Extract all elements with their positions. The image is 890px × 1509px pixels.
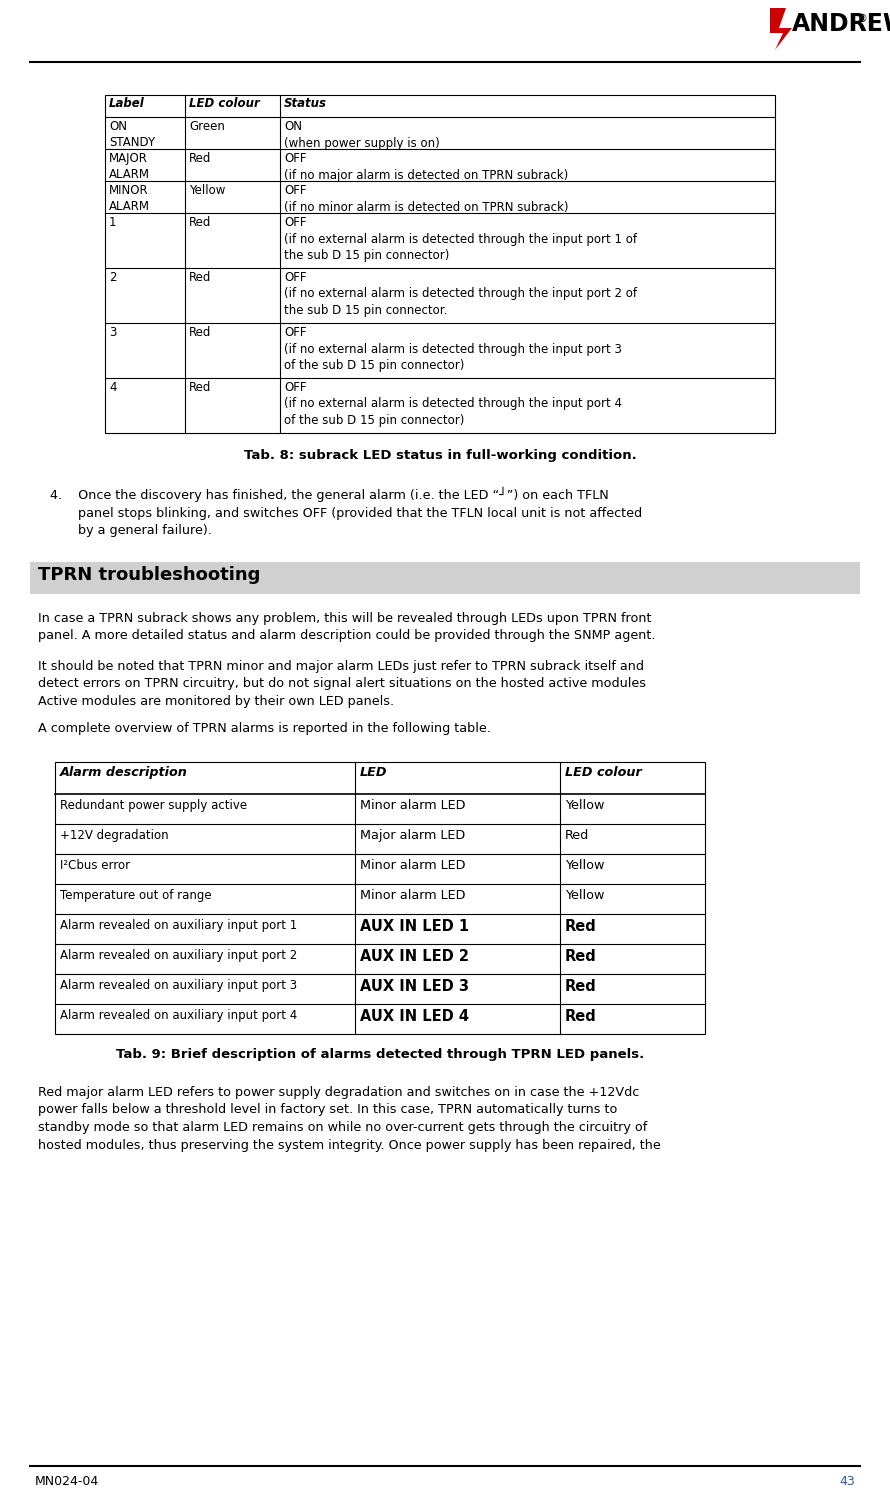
Text: Alarm description: Alarm description xyxy=(60,767,188,779)
Bar xyxy=(105,95,775,433)
Text: Temperature out of range: Temperature out of range xyxy=(60,889,212,902)
Text: 3: 3 xyxy=(109,326,117,340)
Text: It should be noted that TPRN minor and major alarm LEDs just refer to TPRN subra: It should be noted that TPRN minor and m… xyxy=(38,659,646,708)
Polygon shape xyxy=(770,8,792,50)
Text: A complete overview of TPRN alarms is reported in the following table.: A complete overview of TPRN alarms is re… xyxy=(38,721,491,735)
Text: LED colour: LED colour xyxy=(189,97,260,110)
Text: LED: LED xyxy=(360,767,387,779)
Text: Red: Red xyxy=(189,152,212,164)
Text: Redundant power supply active: Redundant power supply active xyxy=(60,798,247,812)
Text: TPRN troubleshooting: TPRN troubleshooting xyxy=(38,566,261,584)
Text: Alarm revealed on auxiliary input port 4: Alarm revealed on auxiliary input port 4 xyxy=(60,1010,297,1022)
Text: Red: Red xyxy=(189,326,212,340)
Text: 43: 43 xyxy=(839,1474,855,1488)
Text: OFF
(if no minor alarm is detected on TPRN subrack): OFF (if no minor alarm is detected on TP… xyxy=(284,184,569,213)
Text: Red major alarm LED refers to power supply degradation and switches on in case t: Red major alarm LED refers to power supp… xyxy=(38,1086,660,1151)
Text: Minor alarm LED: Minor alarm LED xyxy=(360,798,465,812)
Text: In case a TPRN subrack shows any problem, this will be revealed through LEDs upo: In case a TPRN subrack shows any problem… xyxy=(38,613,656,643)
Text: OFF
(if no external alarm is detected through the input port 1 of
the sub D 15 p: OFF (if no external alarm is detected th… xyxy=(284,216,637,263)
Text: 1: 1 xyxy=(109,216,117,229)
Text: 4: 4 xyxy=(109,380,117,394)
Text: Red: Red xyxy=(565,1010,597,1025)
Text: OFF
(if no external alarm is detected through the input port 2 of
the sub D 15 p: OFF (if no external alarm is detected th… xyxy=(284,272,637,317)
Text: 2: 2 xyxy=(109,272,117,284)
Text: Red: Red xyxy=(565,979,597,994)
Text: Yellow: Yellow xyxy=(565,859,604,872)
Text: MN024-04: MN024-04 xyxy=(35,1474,100,1488)
Text: Red: Red xyxy=(565,828,589,842)
Text: MINOR
ALARM: MINOR ALARM xyxy=(109,184,150,213)
Text: ®: ® xyxy=(858,14,868,24)
Text: Tab. 8: subrack LED status in full-working condition.: Tab. 8: subrack LED status in full-worki… xyxy=(244,450,636,462)
Text: 4.    Once the discovery has finished, the general alarm (i.e. the LED “┘”) on e: 4. Once the discovery has finished, the … xyxy=(50,487,642,537)
Text: Red: Red xyxy=(565,949,597,964)
Text: AUX IN LED 1: AUX IN LED 1 xyxy=(360,919,469,934)
Text: Red: Red xyxy=(565,919,597,934)
Text: ON
(when power supply is on): ON (when power supply is on) xyxy=(284,121,440,149)
Text: Alarm revealed on auxiliary input port 3: Alarm revealed on auxiliary input port 3 xyxy=(60,979,297,991)
Text: AUX IN LED 4: AUX IN LED 4 xyxy=(360,1010,469,1025)
Text: Yellow: Yellow xyxy=(565,889,604,902)
Text: Minor alarm LED: Minor alarm LED xyxy=(360,859,465,872)
Text: Yellow: Yellow xyxy=(565,798,604,812)
Text: Green: Green xyxy=(189,121,225,133)
Text: Label: Label xyxy=(109,97,145,110)
Text: Major alarm LED: Major alarm LED xyxy=(360,828,465,842)
Bar xyxy=(30,561,860,595)
Text: ON
STANDY: ON STANDY xyxy=(109,121,155,149)
Text: Yellow: Yellow xyxy=(189,184,225,198)
Bar xyxy=(55,762,705,1034)
Text: OFF
(if no external alarm is detected through the input port 4
of the sub D 15 p: OFF (if no external alarm is detected th… xyxy=(284,380,622,427)
Text: Red: Red xyxy=(189,216,212,229)
Text: OFF
(if no major alarm is detected on TPRN subrack): OFF (if no major alarm is detected on TP… xyxy=(284,152,568,181)
Text: AUX IN LED 3: AUX IN LED 3 xyxy=(360,979,469,994)
Text: MAJOR
ALARM: MAJOR ALARM xyxy=(109,152,150,181)
Text: Alarm revealed on auxiliary input port 1: Alarm revealed on auxiliary input port 1 xyxy=(60,919,297,933)
Text: Tab. 9: Brief description of alarms detected through TPRN LED panels.: Tab. 9: Brief description of alarms dete… xyxy=(116,1047,644,1061)
Text: Minor alarm LED: Minor alarm LED xyxy=(360,889,465,902)
Text: +12V degradation: +12V degradation xyxy=(60,828,168,842)
Text: OFF
(if no external alarm is detected through the input port 3
of the sub D 15 p: OFF (if no external alarm is detected th… xyxy=(284,326,622,373)
Text: Red: Red xyxy=(189,272,212,284)
Text: Red: Red xyxy=(189,380,212,394)
Text: I²Cbus error: I²Cbus error xyxy=(60,859,130,872)
Text: ANDREW: ANDREW xyxy=(792,12,890,36)
Text: LED colour: LED colour xyxy=(565,767,642,779)
Text: Alarm revealed on auxiliary input port 2: Alarm revealed on auxiliary input port 2 xyxy=(60,949,297,963)
Text: Status: Status xyxy=(284,97,327,110)
Text: AUX IN LED 2: AUX IN LED 2 xyxy=(360,949,469,964)
